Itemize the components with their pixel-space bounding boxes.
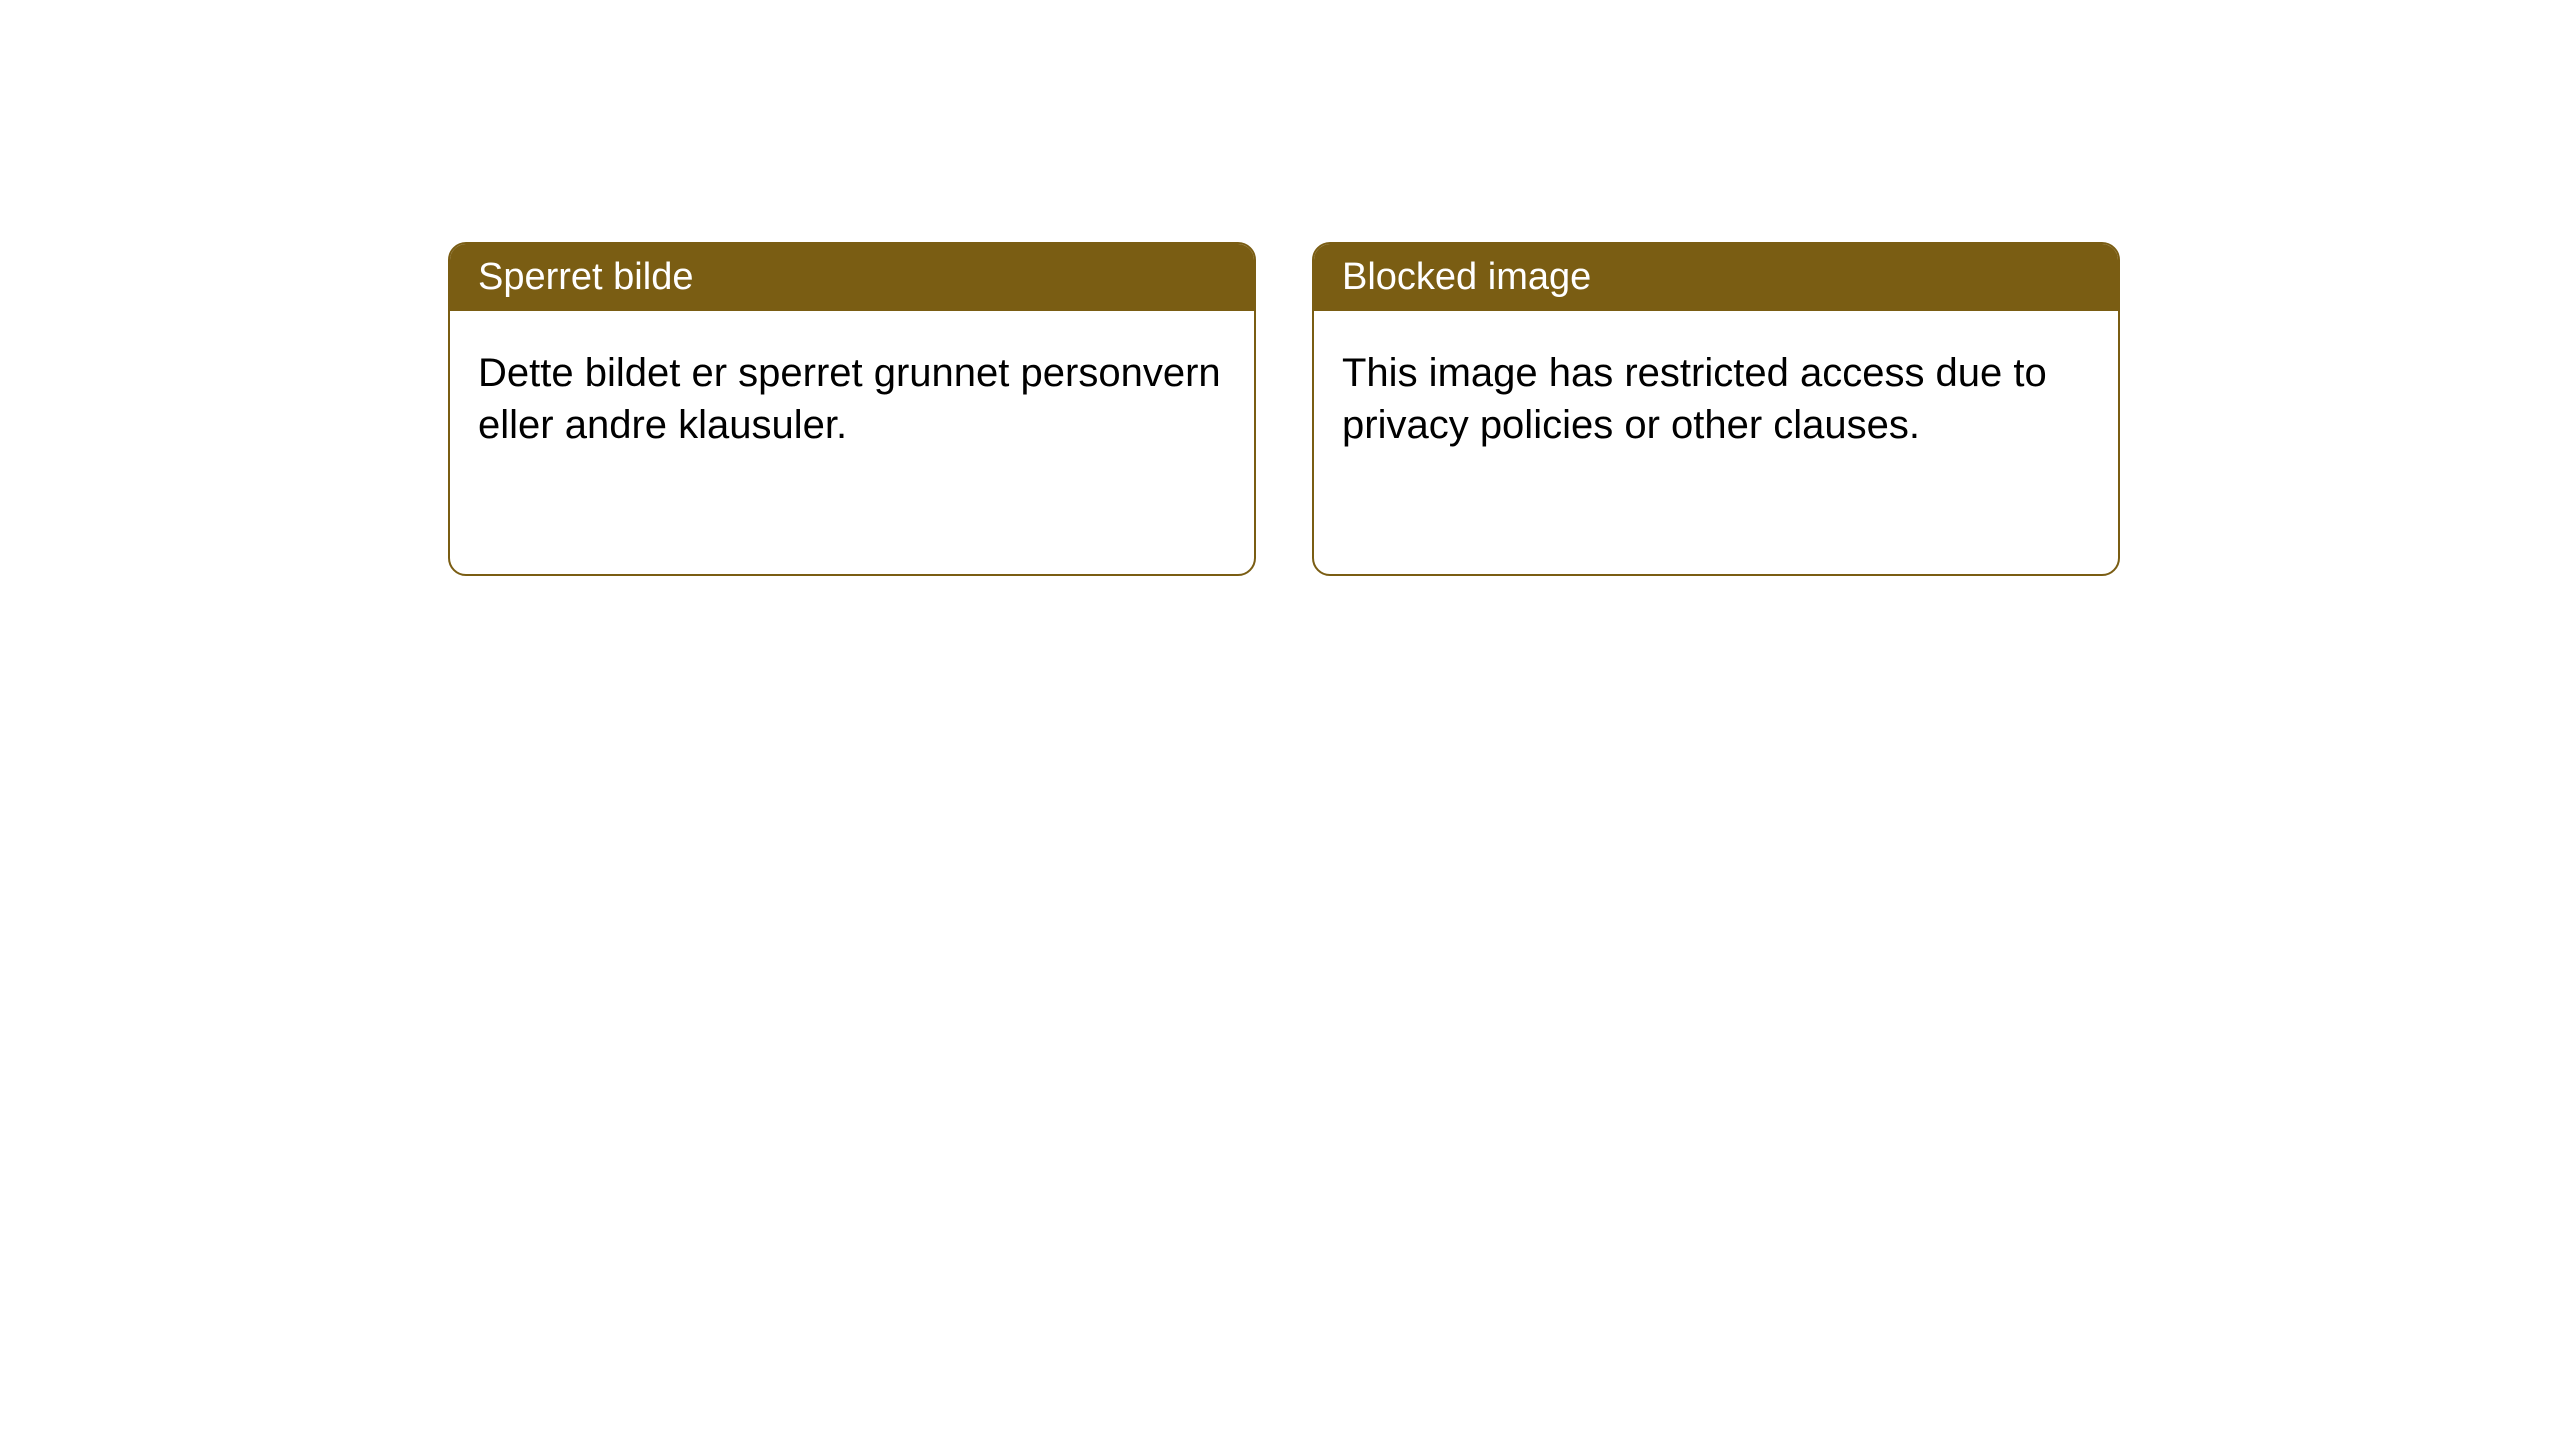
card-header: Blocked image — [1314, 244, 2118, 311]
card-title: Sperret bilde — [478, 256, 693, 298]
card-title: Blocked image — [1342, 256, 1591, 298]
card-body: This image has restricted access due to … — [1314, 311, 2118, 487]
card-body: Dette bildet er sperret grunnet personve… — [450, 311, 1254, 487]
card-body-text: Dette bildet er sperret grunnet personve… — [478, 351, 1221, 447]
cards-container: Sperret bilde Dette bildet er sperret gr… — [0, 0, 2560, 576]
card-header: Sperret bilde — [450, 244, 1254, 311]
blocked-image-card-en: Blocked image This image has restricted … — [1312, 242, 2120, 576]
blocked-image-card-no: Sperret bilde Dette bildet er sperret gr… — [448, 242, 1256, 576]
card-body-text: This image has restricted access due to … — [1342, 351, 2047, 447]
